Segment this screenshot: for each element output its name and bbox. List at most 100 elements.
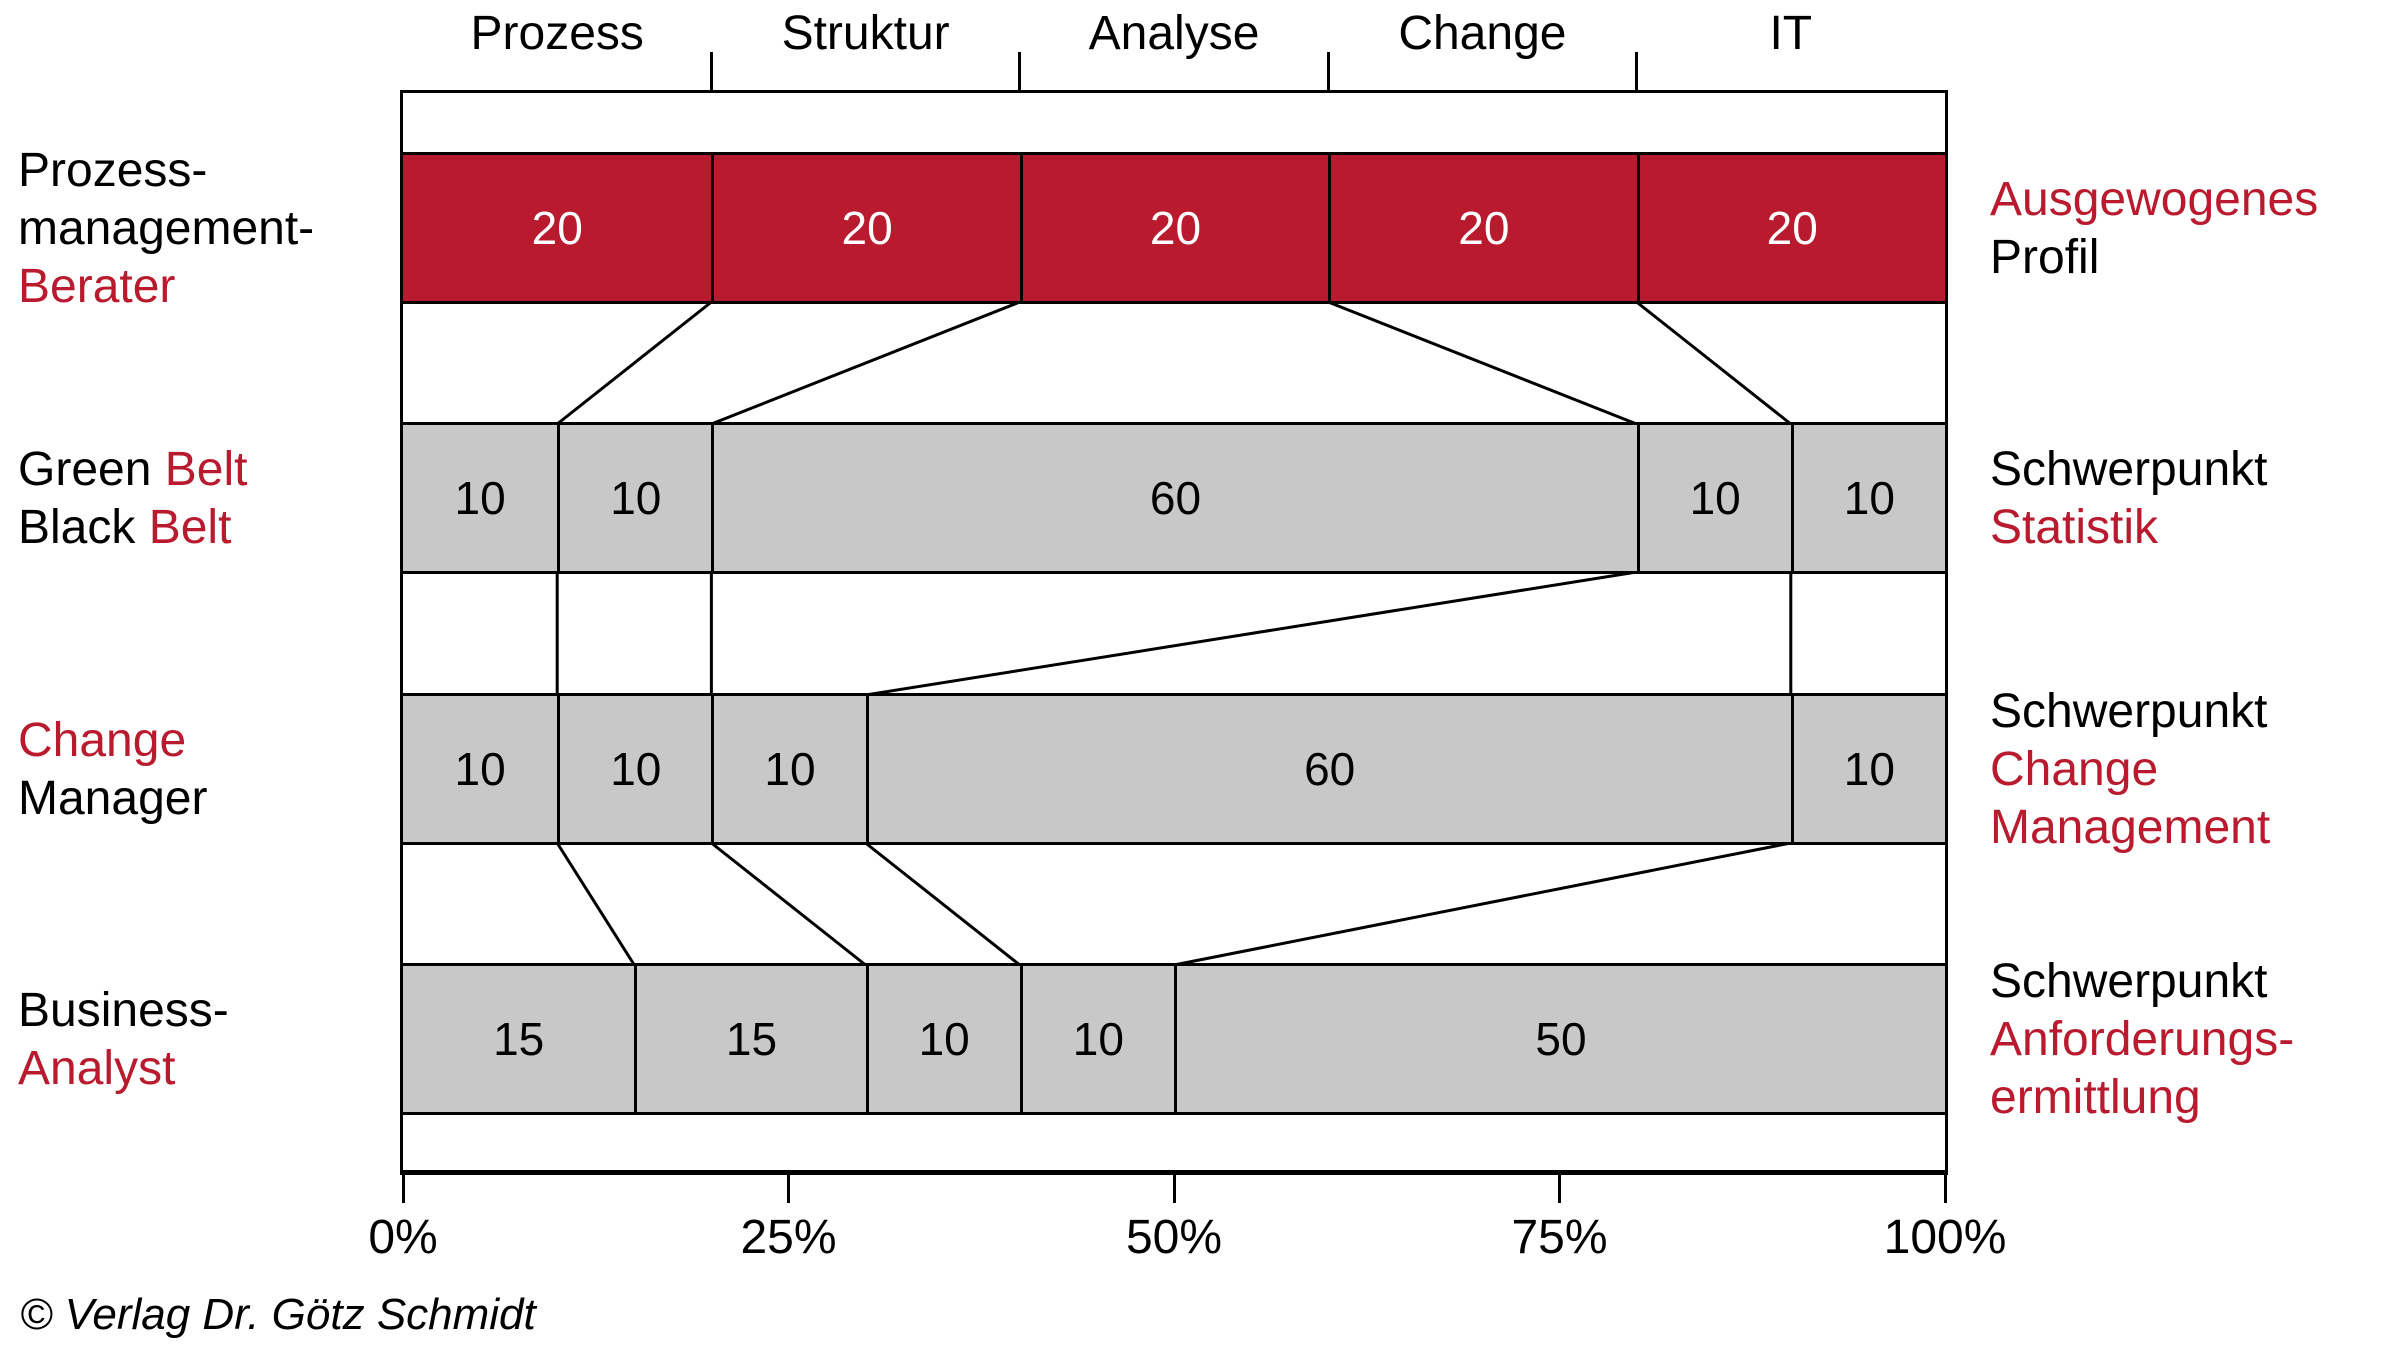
segment: 20 xyxy=(1019,155,1329,301)
row-label-line: Black Belt xyxy=(18,499,247,557)
x-axis-tick xyxy=(401,1173,405,1203)
segment-value: 15 xyxy=(493,1013,545,1065)
row-label-line: ermittlung xyxy=(1990,1069,2294,1127)
row-label-text: Change xyxy=(18,714,187,767)
column-header-it: IT xyxy=(1769,7,1813,60)
row-label-text: Change xyxy=(1990,743,2159,796)
connector-line xyxy=(1635,300,1792,426)
row-label-text: Schwerpunkt xyxy=(1990,685,2268,738)
segment: 50 xyxy=(1173,966,1945,1112)
x-axis-tick xyxy=(1558,1173,1561,1203)
column-separator-tick xyxy=(1326,52,1330,92)
segment-value: 10 xyxy=(454,472,506,524)
segment-value: 10 xyxy=(1843,472,1895,524)
segment: 10 xyxy=(1019,966,1174,1112)
row-label-text: ermittlung xyxy=(1990,1071,2201,1124)
x-axis-label: 50% xyxy=(1125,1211,1223,1264)
copyright-text: © Verlag Dr. Götz Schmidt xyxy=(20,1290,536,1339)
row-label-line: Anforderungs- xyxy=(1990,1011,2294,1069)
row-label-line: Management xyxy=(1990,799,2270,857)
segment: 10 xyxy=(1790,425,1945,571)
row-label-text: Berater xyxy=(18,260,176,313)
row-label-line: Schwerpunkt xyxy=(1990,683,2270,741)
segment-value: 10 xyxy=(764,743,816,795)
x-axis-tick xyxy=(787,1173,790,1203)
x-axis-label: 25% xyxy=(740,1211,837,1264)
segment-value: 10 xyxy=(1072,1013,1124,1065)
row-label-line: Analyst xyxy=(18,1040,229,1098)
bar-change-manager: 10 10 10 60 10 xyxy=(403,693,1945,845)
row-label-line: Berater xyxy=(18,258,314,316)
segment: 10 xyxy=(557,696,712,842)
segment-value: 20 xyxy=(531,202,583,254)
segment: 10 xyxy=(1790,696,1945,842)
segment-value: 20 xyxy=(841,202,893,254)
row-label-text: management- xyxy=(18,202,315,255)
row-label-line: management- xyxy=(18,200,314,258)
row-label-text: Prozess- xyxy=(18,144,208,197)
row-label-text: Green xyxy=(18,443,165,496)
segment-value: 10 xyxy=(918,1013,970,1065)
segment: 20 xyxy=(403,155,712,301)
column-header-change: Change xyxy=(1398,7,1567,60)
row-label-line: Business- xyxy=(18,982,229,1040)
row-label-line: Change xyxy=(1990,741,2270,799)
connector-line xyxy=(710,300,1021,426)
segment-value: 60 xyxy=(1149,472,1202,524)
x-axis-tick xyxy=(1172,1173,1176,1203)
bar-prozessmanagement-berater: 20 20 20 20 20 xyxy=(403,152,1945,304)
row-label-text: Black xyxy=(18,501,149,554)
segment: 10 xyxy=(865,966,1020,1112)
row-label-left-business-analyst: Business- Analyst xyxy=(18,982,229,1098)
x-axis-label: 75% xyxy=(1511,1211,1608,1264)
row-label-line: Schwerpunkt xyxy=(1990,953,2294,1011)
connector-line xyxy=(1173,841,1792,967)
segment: 10 xyxy=(403,696,558,842)
column-separator-tick xyxy=(1018,52,1022,92)
segment: 20 xyxy=(711,155,1020,301)
segment: 20 xyxy=(1328,155,1637,301)
segment-value: 10 xyxy=(454,743,506,795)
bar-business-analyst: 15 15 10 10 50 xyxy=(403,963,1945,1115)
segment-value: 15 xyxy=(725,1013,778,1065)
chart-plot-area: 20 20 20 20 20 10 10 60 10 10 10 10 10 60 10 15 15 10 10 50 xyxy=(400,90,1948,1175)
segment-value: 10 xyxy=(610,743,662,795)
segment-value: 60 xyxy=(1304,743,1356,795)
segment: 10 xyxy=(711,696,866,842)
segment-value: 20 xyxy=(1766,202,1818,254)
row-label-line: Ausgewogenes xyxy=(1990,171,2318,229)
row-label-line: Change xyxy=(18,712,207,770)
row-label-text: Schwerpunkt xyxy=(1990,443,2268,496)
segment-value: 10 xyxy=(1689,472,1741,524)
row-label-left-change-manager: Change Manager xyxy=(18,712,207,828)
connector-line xyxy=(1327,300,1638,426)
x-axis-label: 0% xyxy=(368,1211,438,1264)
row-label-text: Ausgewogenes xyxy=(1990,173,2319,226)
row-label-right-business-analyst: Schwerpunkt Anforderungs-ermittlung xyxy=(1990,953,2294,1127)
segment-value: 10 xyxy=(610,472,662,524)
segment: 10 xyxy=(557,425,712,571)
connector-lines xyxy=(555,300,1793,967)
row-label-text: Belt xyxy=(164,443,248,496)
row-label-text: Profil xyxy=(1990,231,2100,284)
row-label-text: Belt xyxy=(148,501,232,554)
row-label-text: Schwerpunkt xyxy=(1990,955,2268,1008)
segment: 60 xyxy=(865,696,1791,842)
segment-value: 20 xyxy=(1458,202,1510,254)
segment: 15 xyxy=(634,966,866,1112)
column-separator-tick xyxy=(709,52,713,92)
column-header-prozess: Prozess xyxy=(470,7,644,60)
segment-value: 20 xyxy=(1149,202,1202,254)
row-label-line: Profil xyxy=(1990,229,2318,287)
row-label-right-prozessmanagement-berater: Ausgewogenes Profil xyxy=(1990,171,2318,287)
segment: 10 xyxy=(1636,425,1791,571)
column-separator-tick xyxy=(1635,52,1639,92)
connector-line xyxy=(556,300,713,426)
row-label-text: Anforderungs- xyxy=(1990,1013,2295,1066)
segment: 20 xyxy=(1636,155,1945,301)
row-label-text: Management xyxy=(1990,801,2271,854)
row-label-right-change-manager: Schwerpunkt Change Management xyxy=(1990,683,2270,857)
segment-value: 10 xyxy=(1843,743,1895,795)
row-label-left-green-belt-black-belt: Green Belt Black Belt xyxy=(18,441,247,557)
